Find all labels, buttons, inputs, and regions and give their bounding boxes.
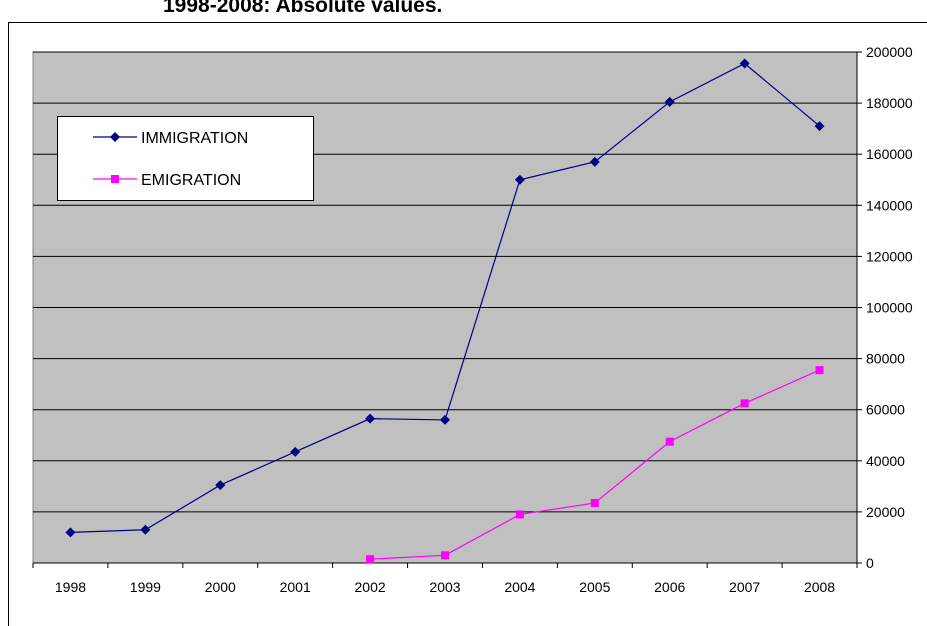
x-tick-label: 1998 (55, 579, 86, 595)
marker (365, 413, 376, 424)
y-tick-label: 120000 (866, 248, 913, 264)
marker (739, 58, 750, 69)
y-tick-label: 160000 (866, 146, 913, 162)
marker (441, 551, 449, 560)
marker (366, 555, 375, 564)
y-tick-label: 60000 (866, 402, 905, 418)
marker (664, 96, 675, 107)
marker (290, 446, 301, 457)
legend (57, 116, 314, 201)
x-tick-label: 2005 (579, 579, 610, 595)
marker (65, 527, 76, 538)
legend-label: EMIGRATION (141, 172, 241, 189)
y-tick-label: 40000 (866, 453, 905, 469)
marker (590, 498, 599, 507)
marker (815, 366, 824, 375)
marker (140, 524, 151, 535)
marker (110, 132, 120, 142)
marker (814, 121, 825, 132)
x-tick-label: 2004 (504, 579, 535, 595)
marker (589, 156, 600, 167)
y-tick-label: 140000 (866, 197, 913, 213)
x-tick-label: 2006 (654, 579, 685, 595)
y-tick-label: 200000 (866, 44, 913, 60)
y-tick-label: 0 (866, 555, 874, 571)
marker (515, 510, 524, 519)
marker (740, 399, 749, 408)
x-tick-label: 2008 (804, 579, 835, 595)
y-tick-label: 100000 (866, 300, 913, 316)
x-tick-label: 2003 (429, 579, 460, 595)
y-tick-label: 20000 (866, 504, 905, 520)
x-tick-label: 2002 (355, 579, 386, 595)
x-tick-label: 2000 (205, 579, 236, 595)
marker (440, 414, 450, 425)
x-tick-label: 1999 (130, 579, 161, 595)
marker (514, 174, 525, 185)
y-tick-label: 80000 (866, 351, 905, 367)
legend-label: IMMIGRATION (141, 130, 248, 147)
x-tick-label: 2001 (280, 579, 311, 595)
x-tick-label: 2007 (729, 579, 760, 595)
y-tick-label: 180000 (866, 95, 913, 111)
marker (665, 437, 674, 446)
marker (215, 480, 226, 491)
chart-title: 1998-2008: Absolute values. (163, 0, 442, 17)
marker (111, 175, 119, 183)
